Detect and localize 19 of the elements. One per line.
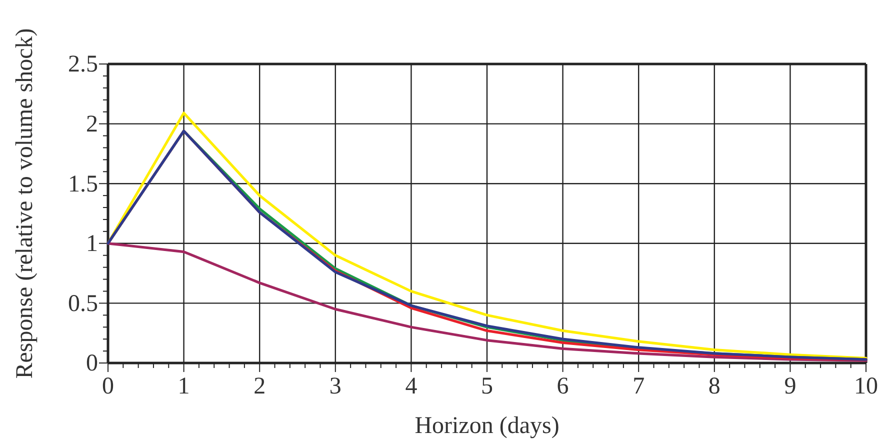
y-tick-label: 1 [86, 231, 98, 258]
x-tick-label: 0 [102, 374, 114, 400]
y-tick-label: 0.5 [68, 290, 98, 317]
x-tick-label: 5 [481, 374, 493, 400]
x-axis-title: Horizon (days) [414, 413, 560, 439]
x-tick-label: 2 [254, 374, 266, 400]
x-tick-label: 1 [178, 374, 190, 400]
y-tick-label: 2.5 [68, 52, 98, 78]
x-tick-label: 3 [329, 374, 342, 400]
x-tick-label: 10 [854, 374, 878, 400]
x-tick-label: 7 [632, 374, 645, 400]
y-tick-label: 0 [86, 350, 98, 377]
x-tick-label: 4 [405, 374, 418, 400]
x-tick-label: 9 [784, 374, 796, 400]
x-tick-label: 8 [708, 374, 720, 400]
y-tick-label: 1.5 [68, 171, 98, 198]
y-tick-label: 2 [86, 111, 98, 138]
y-axis-title: Response (relative to volume shock) [12, 28, 38, 379]
x-tick-label: 6 [556, 374, 569, 400]
